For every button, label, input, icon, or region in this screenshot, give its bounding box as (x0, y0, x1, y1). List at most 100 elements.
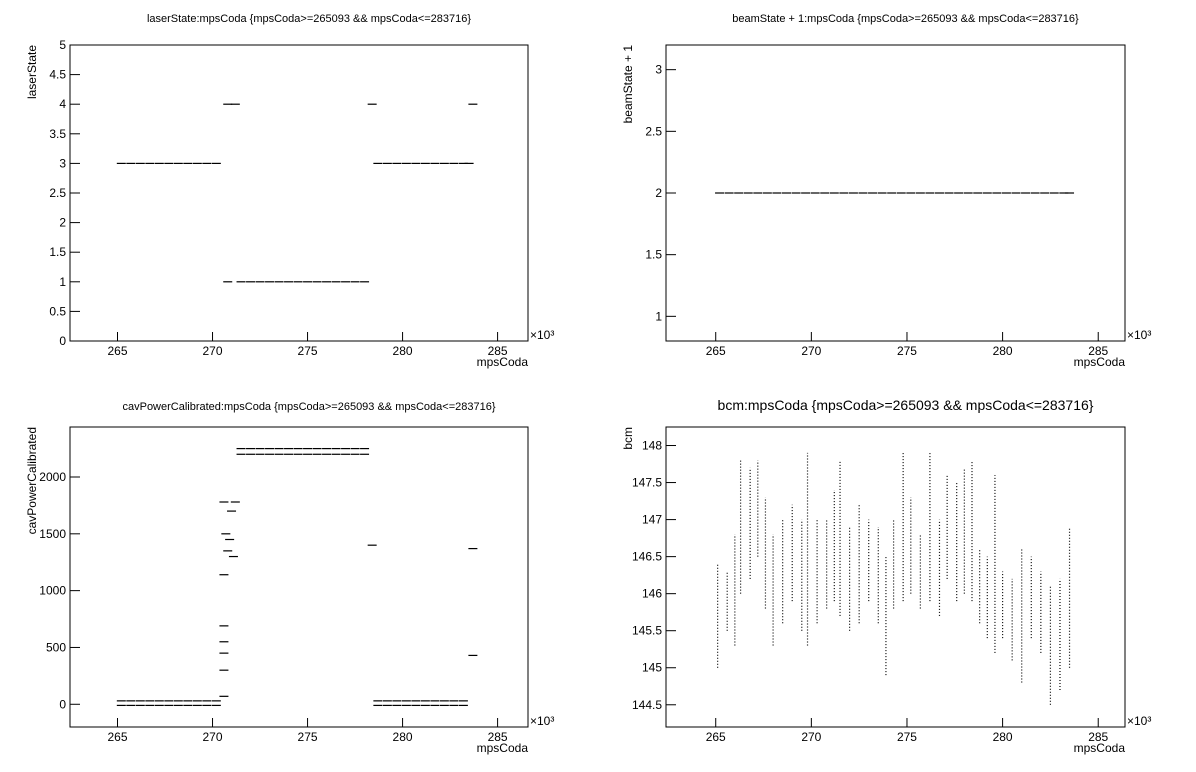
data-point (274, 447, 284, 450)
y-tick-label: 2.5 (645, 124, 662, 138)
data-point (420, 704, 430, 707)
y-tick-label: 2000 (39, 470, 66, 484)
x-tick-label: 270 (801, 344, 821, 358)
data-point (223, 103, 233, 105)
data-point (284, 453, 294, 455)
data-point (126, 700, 136, 702)
y-tick-label: 145.5 (632, 624, 662, 638)
x-exponent: ×10³ (530, 714, 554, 728)
chart-title: cavPowerCalibrated:mpsCoda {mpsCoda>=265… (122, 401, 495, 413)
data-point (992, 192, 1002, 194)
data-point (468, 547, 478, 550)
y-tick-label: 2 (59, 216, 66, 230)
data-point (839, 192, 849, 194)
x-tick-label: 285 (488, 344, 508, 358)
y-tick-label: 3 (655, 63, 662, 77)
data-point (154, 162, 164, 164)
x-tick-label: 265 (706, 344, 726, 358)
plot-frame (69, 426, 529, 728)
y-tick-label: 5 (59, 38, 66, 52)
data-point (341, 453, 351, 455)
y-tick-label: 0 (59, 334, 66, 348)
data-point (126, 704, 136, 707)
data-point (801, 192, 811, 194)
data-point (934, 192, 944, 194)
data-point (202, 704, 212, 707)
data-point (392, 162, 402, 164)
data-point (973, 192, 983, 194)
data-point (762, 192, 772, 194)
data-point (449, 162, 459, 164)
data-point (411, 704, 421, 707)
data-point (192, 704, 202, 707)
data-point (896, 192, 906, 194)
y-tick-label: 144.5 (632, 698, 662, 712)
data-point (439, 700, 449, 702)
data-point (211, 162, 221, 164)
x-tick-label: 275 (897, 344, 917, 358)
data-point (303, 447, 313, 450)
data-point (350, 447, 360, 450)
data-point (868, 192, 878, 194)
data-point (223, 550, 233, 552)
data-point (458, 162, 468, 164)
data-point (145, 704, 155, 707)
data-point (265, 453, 275, 455)
data-point (322, 447, 332, 450)
x-tick-label: 275 (298, 730, 318, 744)
data-point (877, 192, 887, 194)
data-point (322, 281, 332, 283)
x-tick-label: 280 (393, 344, 413, 358)
data-point (341, 281, 351, 283)
data-point (360, 453, 370, 455)
data-point (221, 533, 231, 535)
data-point (173, 162, 183, 164)
y-tick-label: 2.5 (49, 186, 66, 200)
data-point (164, 700, 174, 702)
data-point (255, 453, 265, 455)
y-tick-label: 1500 (39, 527, 66, 541)
y-tick-label: 1 (655, 309, 662, 323)
data-point (331, 447, 341, 450)
data-point (227, 510, 237, 512)
x-exponent: ×10³ (1127, 714, 1151, 728)
y-tick-label: 146.5 (632, 550, 662, 564)
data-point (135, 162, 145, 164)
y-tick-label: 1.5 (49, 245, 66, 259)
y-axis-label: beamState + 1 (621, 45, 635, 124)
data-point (715, 192, 725, 194)
data-point (791, 192, 801, 194)
data-point (848, 192, 858, 194)
data-point (219, 501, 229, 503)
data-point (173, 700, 183, 702)
data-point (382, 704, 392, 707)
data-point (225, 538, 235, 541)
y-tick-label: 147.5 (632, 476, 662, 490)
y-axis-label: laserState (25, 45, 39, 99)
data-point (236, 453, 246, 455)
x-axis-label: mpsCoda (1074, 741, 1126, 755)
y-tick-label: 3.5 (49, 127, 66, 141)
data-point (382, 162, 392, 164)
data-point (173, 704, 183, 707)
data-point (743, 192, 753, 194)
data-point (293, 453, 303, 455)
data-point (202, 162, 212, 164)
data-point (211, 704, 221, 707)
y-tick-label: 148 (642, 439, 662, 453)
data-point (1030, 192, 1040, 194)
data-point (944, 192, 954, 194)
data-point (392, 700, 402, 702)
x-tick-label: 280 (993, 344, 1013, 358)
data-point (255, 281, 265, 283)
data-point (1065, 192, 1075, 194)
y-tick-label: 3 (59, 156, 66, 170)
data-point (219, 669, 229, 671)
x-tick-label: 265 (107, 344, 127, 358)
data-point (401, 704, 411, 707)
x-tick-label: 280 (993, 730, 1013, 744)
data-point (183, 162, 193, 164)
data-point (401, 162, 411, 164)
y-tick-label: 146 (642, 587, 662, 601)
data-point (464, 162, 474, 164)
